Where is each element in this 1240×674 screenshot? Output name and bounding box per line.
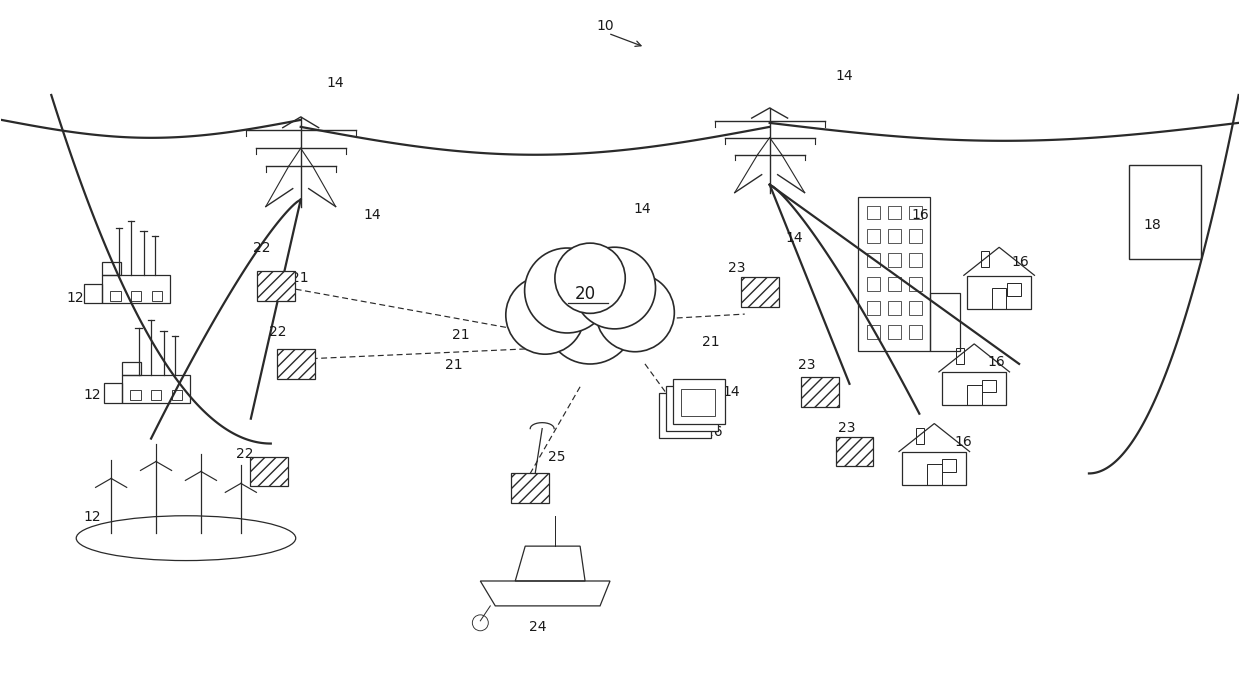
Text: 21: 21: [453, 328, 470, 342]
Text: 26: 26: [704, 425, 723, 439]
Bar: [888, 325, 900, 339]
Text: 12: 12: [66, 291, 84, 305]
Bar: [888, 206, 900, 220]
Bar: [888, 253, 900, 268]
Bar: [903, 452, 966, 485]
Bar: [982, 379, 996, 392]
Text: 12: 12: [83, 510, 100, 524]
Text: 21: 21: [702, 335, 719, 349]
Circle shape: [546, 274, 635, 364]
Circle shape: [525, 248, 610, 333]
Bar: [888, 277, 900, 291]
Bar: [967, 385, 982, 405]
Bar: [667, 403, 701, 430]
Text: 23: 23: [837, 421, 856, 435]
Circle shape: [506, 276, 584, 355]
Text: 12: 12: [83, 388, 100, 402]
Bar: [888, 301, 900, 315]
Bar: [942, 459, 956, 472]
Text: 18: 18: [1143, 218, 1162, 233]
Bar: [658, 393, 711, 438]
Bar: [1007, 283, 1021, 296]
Bar: [836, 437, 873, 466]
Bar: [867, 277, 880, 291]
Bar: [123, 375, 190, 403]
Text: 25: 25: [548, 450, 565, 464]
Text: 16: 16: [911, 208, 929, 222]
Text: 14: 14: [327, 76, 345, 90]
Text: 22: 22: [253, 241, 270, 255]
Bar: [916, 428, 924, 443]
Bar: [103, 262, 122, 275]
Bar: [1128, 164, 1200, 259]
Bar: [909, 206, 921, 220]
Bar: [110, 290, 120, 301]
Bar: [867, 301, 880, 315]
Text: 21: 21: [445, 358, 463, 372]
Text: 16: 16: [1011, 255, 1029, 270]
Bar: [867, 325, 880, 339]
Bar: [740, 277, 779, 307]
Text: 14: 14: [786, 231, 804, 245]
Text: 23: 23: [728, 262, 745, 275]
Bar: [930, 293, 961, 351]
Bar: [84, 284, 103, 303]
Text: 21: 21: [290, 271, 309, 285]
Bar: [249, 456, 288, 487]
Bar: [511, 473, 549, 503]
Bar: [801, 377, 838, 406]
Text: 22: 22: [269, 325, 286, 339]
Bar: [681, 389, 715, 416]
Text: 16: 16: [987, 355, 1004, 369]
Text: 10: 10: [596, 20, 614, 33]
Text: 14: 14: [634, 202, 651, 216]
Circle shape: [554, 243, 625, 313]
Bar: [123, 361, 141, 375]
Bar: [673, 379, 724, 424]
Bar: [909, 325, 921, 339]
Text: 22: 22: [236, 448, 253, 462]
Bar: [151, 390, 161, 400]
Text: 16: 16: [955, 435, 972, 449]
Bar: [909, 277, 921, 291]
Circle shape: [595, 274, 675, 352]
Bar: [909, 229, 921, 243]
Bar: [981, 251, 988, 268]
Bar: [867, 229, 880, 243]
Bar: [867, 206, 880, 220]
Bar: [153, 290, 162, 301]
Bar: [104, 383, 123, 403]
Text: 14: 14: [723, 385, 740, 399]
Text: 14: 14: [363, 208, 382, 222]
Text: 23: 23: [797, 358, 815, 372]
Bar: [673, 396, 708, 423]
Circle shape: [574, 247, 656, 329]
Bar: [277, 349, 315, 379]
Bar: [666, 386, 718, 431]
Bar: [942, 372, 1007, 405]
Bar: [130, 390, 140, 400]
Text: 14: 14: [836, 69, 853, 83]
Text: 20: 20: [574, 285, 595, 303]
Bar: [103, 275, 170, 303]
Bar: [909, 301, 921, 315]
Text: 23: 23: [852, 450, 869, 464]
Bar: [257, 271, 295, 301]
Bar: [131, 290, 141, 301]
Bar: [967, 276, 1032, 309]
Bar: [909, 253, 921, 268]
Bar: [867, 253, 880, 268]
Bar: [928, 464, 941, 485]
Bar: [172, 390, 182, 400]
Bar: [888, 229, 900, 243]
Bar: [992, 288, 1007, 309]
Text: 24: 24: [529, 620, 547, 634]
Bar: [858, 197, 930, 351]
Bar: [956, 348, 963, 364]
